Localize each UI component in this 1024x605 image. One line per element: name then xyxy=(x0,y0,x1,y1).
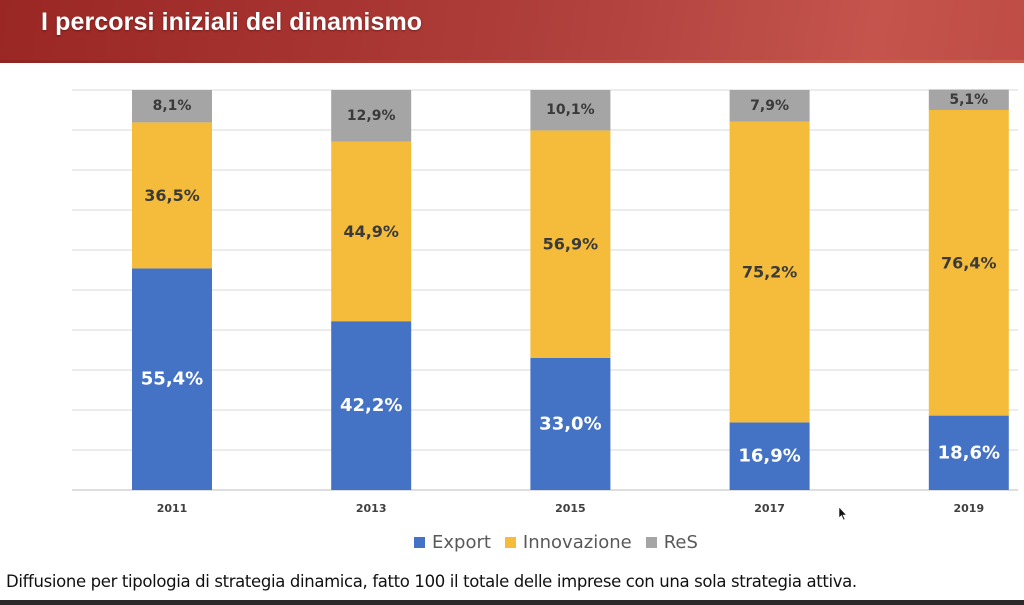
x-axis-ticks: 2011 2013 2015 2017 2019 xyxy=(157,502,984,515)
bar-segment-res-2017 xyxy=(729,90,810,122)
chart-legend: Export Innovazione ReS xyxy=(414,532,712,553)
legend-swatch-res xyxy=(645,537,657,548)
data-label-res-2017: 7,9% xyxy=(750,98,789,114)
legend-item-export: Export xyxy=(414,532,491,553)
bar-segment-res-2011 xyxy=(132,90,212,123)
x-tick-label: 2013 xyxy=(356,502,387,515)
bar-segment-export-2013 xyxy=(331,321,412,490)
bar-segment-res-2019 xyxy=(928,89,1009,110)
legend-label-innovazione: Innovazione xyxy=(522,532,632,553)
data-label-export-2019: 18,6% xyxy=(938,442,1000,463)
slide-title: I percorsi iniziali del dinamismo xyxy=(41,8,423,36)
data-label-export-2013: 42,2% xyxy=(340,395,402,416)
data-label-res-2013: 12,9% xyxy=(347,108,396,124)
bar-segment-res-2013 xyxy=(331,90,412,142)
bars xyxy=(132,89,1009,490)
bottom-strip xyxy=(0,600,1024,605)
legend-label-export: Export xyxy=(432,532,491,553)
bar-segment-innovazione-2017 xyxy=(729,121,810,423)
legend-swatch-innovazione xyxy=(504,537,516,548)
bar-segment-export-2015 xyxy=(530,358,611,490)
data-label-innovazione-2013: 44,9% xyxy=(343,222,399,241)
bar-segment-innovazione-2015 xyxy=(530,130,611,358)
data-label-res-2011: 8,1% xyxy=(153,98,192,114)
bar-segment-export-2019 xyxy=(928,415,1009,490)
legend-swatch-export xyxy=(414,537,425,548)
bar-segment-export-2011 xyxy=(132,268,212,490)
mouse-cursor-icon xyxy=(838,507,848,521)
x-tick-label: 2019 xyxy=(953,502,984,515)
x-tick-label: 2011 xyxy=(157,502,188,515)
data-label-res-2015: 10,1% xyxy=(546,102,595,118)
data-label-export-2017: 16,9% xyxy=(738,446,800,467)
legend-item-res: ReS xyxy=(645,532,698,553)
bar-segment-res-2015 xyxy=(530,90,611,131)
data-label-innovazione-2011: 36,5% xyxy=(144,186,200,205)
data-label-export-2011: 55,4% xyxy=(141,369,203,390)
data-label-export-2015: 33,0% xyxy=(539,414,601,435)
data-label-innovazione-2017: 75,2% xyxy=(742,263,798,282)
data-label-res-2019: 5,1% xyxy=(949,92,988,108)
data-label-innovazione-2015: 56,9% xyxy=(543,235,599,254)
x-tick-label: 2017 xyxy=(754,502,785,515)
slide-header: I percorsi iniziali del dinamismo xyxy=(0,0,1024,63)
legend-item-innovazione: Innovazione xyxy=(504,532,632,553)
bar-segment-innovazione-2019 xyxy=(928,110,1009,416)
bar-segment-export-2017 xyxy=(729,422,810,490)
bar-segment-innovazione-2011 xyxy=(132,122,212,269)
stacked-bar-chart: 55,4% 36,5% 8,1% 42,2% 44,9% 12,9% 33,0% 56,9% 1… xyxy=(72,89,1018,515)
bar-segment-innovazione-2013 xyxy=(331,141,412,322)
chart-caption: Diffusione per tipologia di strategia di… xyxy=(6,572,857,591)
data-label-innovazione-2019: 76,4% xyxy=(941,253,997,272)
x-tick-label: 2015 xyxy=(555,502,586,515)
legend-label-res: ReS xyxy=(663,532,698,553)
data-labels: 55,4% 36,5% 8,1% 42,2% 44,9% 12,9% 33,0% 56,9% 1… xyxy=(141,92,1000,467)
